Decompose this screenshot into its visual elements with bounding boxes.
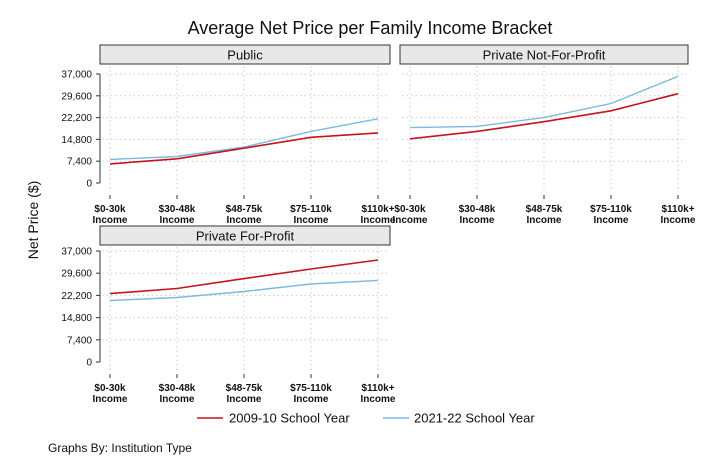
y-tick-label: 29,600 xyxy=(61,91,92,102)
x-tick-label-line2: Income xyxy=(226,394,261,405)
x-tick-label: $110k+ xyxy=(361,383,394,394)
x-tick-label: $0-30k xyxy=(94,204,126,215)
x-tick-label-line2: Income xyxy=(660,215,695,226)
panel-strip xyxy=(99,44,391,65)
graphs-by-note: Graphs By: Institution Type xyxy=(48,441,192,455)
chart-title: Average Net Price per Family Income Brac… xyxy=(188,18,553,38)
series-line-2009-10 xyxy=(109,132,379,165)
panel-0: Public 0 7,400 14,800 22,200 29,600 37,000 $0-3… xyxy=(61,44,396,226)
panel-title: Private For-Profit xyxy=(196,229,295,244)
y-tick-label: 14,800 xyxy=(61,135,92,146)
x-tick-label-line2: Income xyxy=(360,215,395,226)
series-line-2021-22 xyxy=(109,118,379,161)
x-tick-label: $48-75k xyxy=(226,383,263,394)
x-tick-label: $30-48k xyxy=(159,383,196,394)
legend: 2009-10 School Year 2021-22 School Year xyxy=(197,411,535,426)
y-tick-label: 22,200 xyxy=(61,113,92,124)
x-tick-label: $30-48k xyxy=(159,204,196,215)
y-tick-label: 0 xyxy=(86,179,92,190)
x-tick-label-line2: Income xyxy=(593,215,628,226)
x-tick-label: $48-75k xyxy=(226,204,263,215)
y-tick-label: 37,000 xyxy=(61,70,92,81)
x-tick-label-line2: Income xyxy=(92,215,127,226)
x-tick-label-line2: Income xyxy=(92,394,127,405)
legend-label: 2009-10 School Year xyxy=(229,411,350,426)
x-tick-label-line2: Income xyxy=(526,215,561,226)
panel-strip xyxy=(99,225,391,246)
x-tick-label: $75-110k xyxy=(290,204,332,215)
y-tick-label: 7,400 xyxy=(67,335,92,346)
x-tick-label-line2: Income xyxy=(360,394,395,405)
y-axis-label: Net Price ($) xyxy=(25,181,41,260)
panel-title: Public xyxy=(227,48,263,63)
y-tick-label: 22,200 xyxy=(61,291,92,302)
y-tick-label: 7,400 xyxy=(67,157,92,168)
legend-label: 2021-22 School Year xyxy=(414,411,535,426)
y-tick-label: 29,600 xyxy=(61,269,92,280)
x-tick-label: $75-110k xyxy=(590,204,632,215)
x-tick-label: $110k+ xyxy=(661,204,694,215)
panel-strip xyxy=(399,44,689,65)
x-tick-label: $0-30k xyxy=(394,204,426,215)
panel-title: Private Not-For-Profit xyxy=(483,48,606,63)
panel-2: Private For-Profit 0 7,400 14,800 22,200 29,6… xyxy=(61,225,396,405)
y-tick-label: 37,000 xyxy=(61,247,92,258)
x-tick-label: $48-75k xyxy=(526,204,563,215)
x-tick-label: $110k+ xyxy=(361,204,394,215)
y-tick-label: 0 xyxy=(86,358,92,369)
y-tick-label: 14,800 xyxy=(61,313,92,324)
x-tick-label: $75-110k xyxy=(290,383,332,394)
panels: Public 0 7,400 14,800 22,200 29,600 37,000 $0-3… xyxy=(61,44,696,405)
x-tick-label-line2: Income xyxy=(293,215,328,226)
x-tick-label: $30-48k xyxy=(459,204,496,215)
x-tick-label-line2: Income xyxy=(459,215,494,226)
x-tick-label: $0-30k xyxy=(94,383,126,394)
x-tick-label-line2: Income xyxy=(392,215,427,226)
panel-1: Private Not-For-Profit$0-30kIncome$30-48… xyxy=(392,44,696,226)
x-tick-label-line2: Income xyxy=(159,215,194,226)
x-tick-label-line2: Income xyxy=(226,215,261,226)
x-tick-label-line2: Income xyxy=(293,394,328,405)
x-tick-label-line2: Income xyxy=(159,394,194,405)
series-line-2009-10 xyxy=(409,92,679,140)
